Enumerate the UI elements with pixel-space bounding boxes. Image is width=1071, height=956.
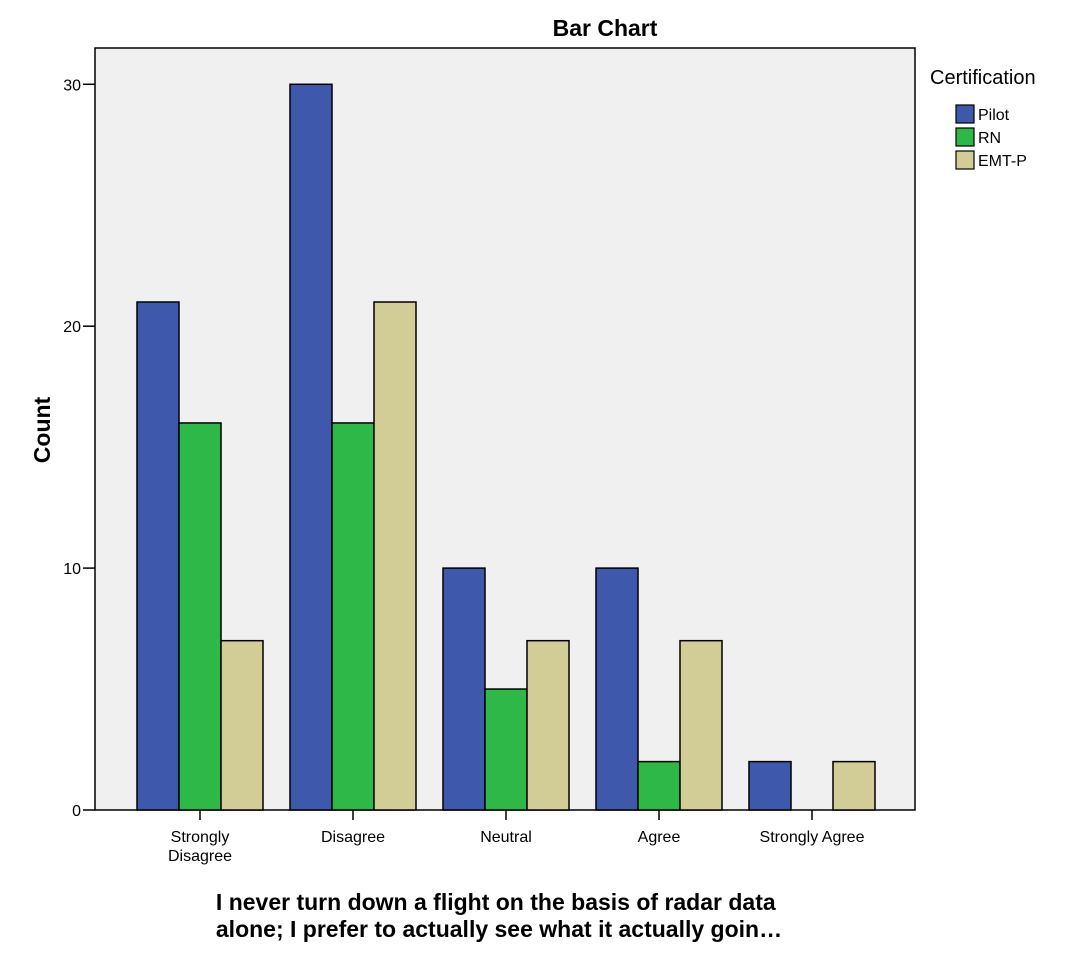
x-tick-label-strongly-disagree: Strongly Disagree (168, 829, 232, 865)
bar-emt-p-disagree (373, 301, 417, 811)
bar-pilot-disagree (289, 83, 333, 811)
x-tick-label-disagree: Disagree (321, 829, 385, 846)
x-axis-label-line-1: I never turn down a flight on the basis … (216, 889, 776, 915)
y-axis: 0 10 20 30 (63, 77, 95, 820)
chart-title: Bar Chart (553, 15, 658, 41)
y-tick-label-0: 0 (72, 803, 81, 820)
bars-layer (136, 83, 876, 811)
legend-title: Certification (930, 67, 1036, 89)
x-tick-label-agree: Agree (638, 829, 681, 846)
bar-emt-p-agree (679, 639, 723, 811)
legend-swatch-rn (955, 127, 975, 147)
x-tick-label-neutral: Neutral (480, 829, 532, 846)
x-tick-label-line: Strongly Agree (760, 829, 865, 846)
bar-pilot-strongly-agree (748, 760, 792, 811)
bar-rn-neutral (484, 688, 528, 811)
bar-rn-disagree (331, 422, 375, 811)
legend-swatch-emt-p (955, 150, 975, 170)
bar-rn-agree (637, 760, 681, 811)
y-tick-label-20: 20 (63, 319, 81, 336)
x-tick-label-line: Agree (638, 829, 681, 846)
bar-emt-p-strongly-disagree (220, 639, 264, 811)
legend-label-pilot: Pilot (978, 107, 1010, 124)
x-tick-label-strongly-agree: Strongly Agree (760, 829, 865, 846)
legend-swatch-pilot (955, 104, 975, 124)
bar-emt-p-strongly-agree (832, 760, 876, 811)
legend-label-emt-p: EMT-P (978, 153, 1027, 170)
x-tick-label-line: Strongly (171, 829, 230, 846)
y-axis-label: Count (29, 396, 55, 463)
y-tick-label-10: 10 (63, 561, 81, 578)
x-axis-label: I never turn down a flight on the basis … (216, 889, 782, 942)
bar-pilot-strongly-disagree (136, 301, 180, 811)
legend: Certification Pilot RN EMT-P (930, 67, 1036, 170)
bar-rn-strongly-disagree (178, 422, 222, 811)
bar-pilot-neutral (442, 567, 486, 811)
x-axis-label-line-2: alone; I prefer to actually see what it … (216, 916, 782, 942)
x-tick-label-line: Disagree (168, 848, 232, 865)
bar-pilot-agree (595, 567, 639, 811)
x-axis: Strongly Disagree Disagree Neutral Agree Stro… (168, 810, 865, 865)
legend-label-rn: RN (978, 130, 1001, 147)
y-tick-label-30: 30 (63, 77, 81, 94)
x-tick-label-line: Neutral (480, 829, 532, 846)
x-tick-label-line: Disagree (321, 829, 385, 846)
bar-emt-p-neutral (526, 639, 570, 811)
